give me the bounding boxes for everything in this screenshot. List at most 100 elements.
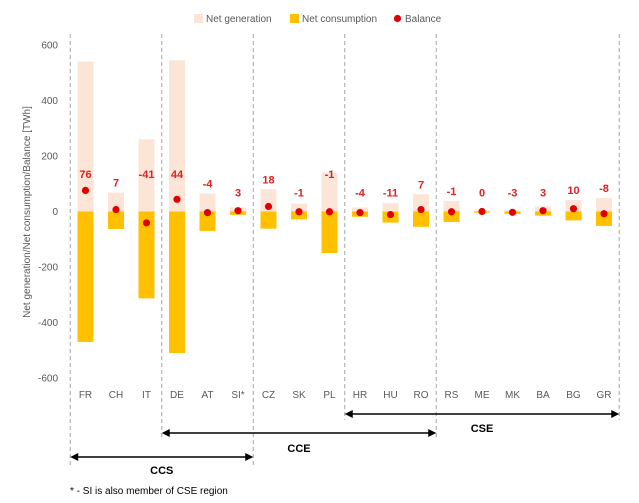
balance-point [142,219,151,227]
net-generation-bar [596,198,612,212]
region-arrow-head-left [70,453,79,461]
legend-balance-label: Balance [405,14,442,25]
net-generation-bar [260,189,277,212]
balance-data-label: 3 [540,188,546,200]
y-axis-label: Net generation/Net consumption/Balance [… [22,106,33,318]
balance-point [264,202,273,211]
region-arrow-head-right [428,429,437,437]
balance-point [600,210,608,218]
balance-data-label: 10 [567,185,579,197]
balance-data-label: -41 [139,169,155,181]
net-generation-bar [321,172,338,212]
legend: Net generation Net consumption Balance [194,14,442,25]
y-tick-label: 400 [41,96,58,107]
y-tick-label: 0 [52,207,58,218]
region-label: CSE [471,423,494,435]
net-consumption-bar [77,211,94,342]
balance-point [295,208,303,216]
balance-point [386,210,395,219]
y-tick-label: 600 [41,41,58,52]
y-tick-label: -400 [38,318,58,329]
balance-point [539,207,547,215]
region-arrow-head-left [161,429,170,437]
net-consumption-bar [169,211,185,354]
bars [77,60,612,354]
balance-point [173,195,181,203]
category-label: BA [536,390,550,401]
net-consumption-bar [260,211,277,229]
balance-point [234,207,242,215]
balance-data-label: -11 [383,188,398,200]
category-label: GR [597,390,612,401]
balance-point [417,205,425,214]
category-label: BG [566,390,581,401]
net-consumption-bar [291,211,307,220]
category-label: RS [445,390,459,401]
region-arrow-head-right [611,410,620,418]
balance-data-label: 0 [479,188,485,200]
balance-data-label: 76 [79,169,91,181]
net-generation-bar [108,192,124,212]
net-consumption-bar [565,211,582,221]
legend-net-generation-label: Net generation [206,14,272,25]
balance-point [569,205,578,213]
category-label: HR [353,390,367,401]
x-axis-categories: FR CH IT DE AT SI* CZ SK PL HR HU RO RS ME MK BA BG GR [79,390,612,401]
category-label: SK [292,390,306,401]
balance-data-label: -8 [599,183,609,195]
net-consumption-bar [321,211,338,254]
balance-point [478,207,486,216]
balance-point [81,186,90,195]
balance-data-label: -1 [325,169,335,181]
net-consumption-bar [199,211,216,231]
net-generation-bar [382,203,399,212]
net-consumption-bar [443,211,460,223]
y-tick-label: -600 [38,374,58,385]
balance-point [325,208,334,216]
category-label: FR [79,390,92,401]
balance-point [356,209,364,217]
category-label: SI* [231,390,244,401]
legend-net-consumption-swatch [290,14,299,23]
y-tick-label: -200 [38,263,58,274]
net-generation-bar [199,193,216,212]
category-label: AT [201,390,213,401]
category-label: RO [414,390,429,401]
balance-data-label: -3 [508,188,518,200]
category-label: HU [383,390,397,401]
category-label: DE [170,390,184,401]
balance-data-label: 18 [262,174,274,186]
balance-data-label: 7 [418,179,424,191]
net-generation-bar [443,200,460,212]
net-generation-bar [291,203,307,212]
balance-data-label: 44 [171,169,184,181]
region-label: CCS [150,465,173,477]
data-labels: 76 7 -41 44 -4 3 18 -1 -1 -4 -11 7 -1 0 -3 3 10 -8 [79,169,609,200]
legend-balance-swatch [393,14,402,23]
legend-net-consumption-label: Net consumption [302,14,377,25]
net-generation-bar [169,60,185,212]
balance-data-label: 7 [113,178,119,190]
region-arrow-head-right [245,453,254,461]
net-consumption-bar [108,211,124,229]
balance-data-label: -4 [203,178,214,190]
balance-point [112,205,120,214]
region-arrow-head-left [344,410,353,418]
category-label: CZ [262,390,275,401]
net-generation-bar [77,61,94,212]
region-separators [69,34,620,468]
balance-data-label: -4 [355,188,366,200]
region-label: CCE [287,443,310,455]
category-label: CH [109,390,123,401]
balance-data-label: -1 [294,188,304,200]
balance-point [203,209,212,217]
balance-point [508,208,517,216]
net-generation-bar [138,139,155,212]
category-label: PL [323,390,336,401]
net-generation-bar [413,194,429,212]
balance-points [81,186,608,227]
net-consumption-bar [413,211,429,227]
y-tick-label: 200 [41,152,58,163]
net-consumption-bar [596,211,612,226]
category-label: MK [505,390,520,401]
